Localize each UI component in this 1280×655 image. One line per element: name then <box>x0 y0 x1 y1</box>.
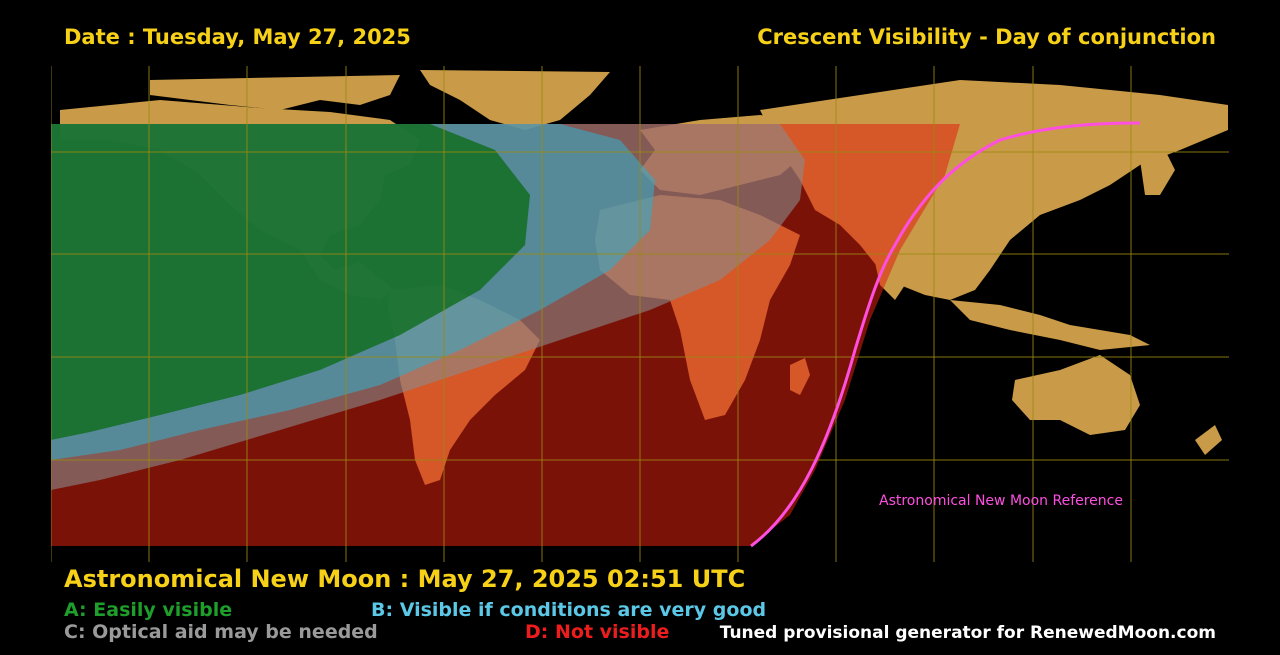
date-label: Date : Tuesday, May 27, 2025 <box>64 25 411 49</box>
land-japan <box>1140 150 1175 195</box>
zone-a-easily <box>51 124 530 440</box>
credit-text: Tuned provisional generator for RenewedM… <box>719 623 1216 643</box>
map-title: Crescent Visibility - Day of conjunction <box>757 25 1216 49</box>
land-new-zealand <box>1195 425 1222 455</box>
graticule <box>51 66 1229 562</box>
new-moon-reference-curve <box>750 121 1141 548</box>
land-australia <box>1012 355 1140 435</box>
reference-curve-label: Astronomical New Moon Reference <box>879 493 1123 509</box>
new-moon-time: Astronomical New Moon : May 27, 2025 02:… <box>64 565 746 593</box>
land-greenland <box>420 70 610 130</box>
legend-a: A: Easily visible <box>64 599 233 621</box>
legend-d: D: Not visible <box>525 621 670 643</box>
land-arctic-canada <box>150 75 400 110</box>
legend-c: C: Optical aid may be needed <box>64 621 378 643</box>
visibility-zones <box>51 124 960 546</box>
legend-b: B: Visible if conditions are very good <box>371 599 767 621</box>
land-indonesia <box>950 300 1150 350</box>
